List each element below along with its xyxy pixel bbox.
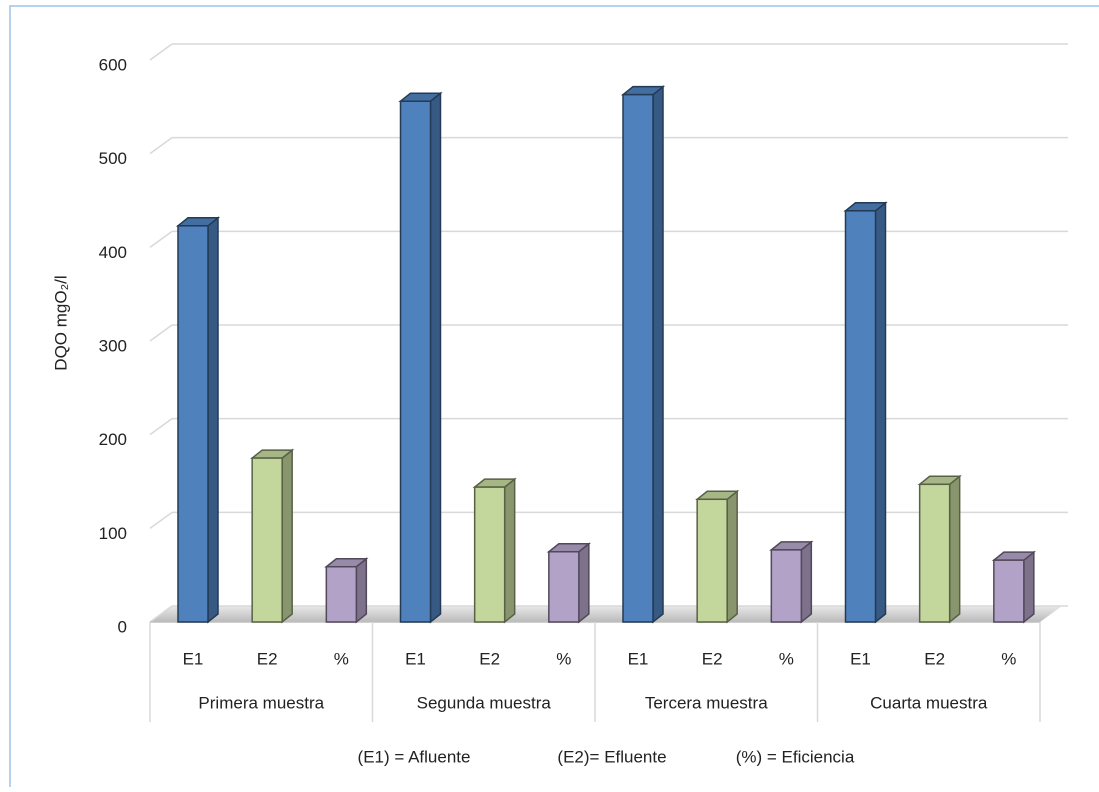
x-tick-label: E2: [924, 649, 945, 668]
x-tick-label: %: [556, 649, 571, 668]
x-tick-label: %: [334, 649, 349, 668]
bar: [473, 486, 506, 623]
bar: [622, 93, 654, 623]
bar: [399, 100, 432, 623]
y-tick-label: 0: [118, 617, 127, 636]
x-group-label: Cuarta muestra: [870, 693, 988, 712]
bar-side: [874, 201, 887, 624]
x-group-label: Segunda muestra: [417, 693, 552, 712]
bar-side: [652, 85, 664, 624]
bar: [993, 559, 1025, 623]
x-tick-label: %: [779, 649, 794, 668]
bar-side: [726, 489, 738, 624]
bar-side: [503, 477, 516, 624]
bar-side: [207, 216, 219, 624]
bar-side: [800, 540, 813, 624]
bar-side: [429, 91, 442, 624]
bar: [251, 457, 283, 623]
x-tick-label: %: [1001, 649, 1016, 668]
bar: [696, 498, 728, 623]
x-tick-label: E2: [479, 649, 500, 668]
y-axis-title: DQO mgO₂/l: [51, 275, 70, 370]
y-tick-label: 400: [99, 243, 127, 262]
bar: [325, 565, 358, 623]
floor: [150, 606, 1062, 622]
note: (E2)= Efluente: [557, 747, 666, 766]
grid-line: [149, 605, 173, 623]
x-tick-label: E2: [702, 649, 723, 668]
x-tick-label: E2: [257, 649, 278, 668]
y-tick-label: 500: [99, 149, 127, 168]
x-tick-label: E1: [183, 649, 204, 668]
bar-side: [355, 557, 368, 624]
x-tick-label: E1: [850, 649, 871, 668]
bar: [770, 549, 803, 623]
bar: [548, 551, 580, 623]
bar: [177, 225, 209, 623]
x-tick-label: E1: [628, 649, 649, 668]
bar-side: [578, 542, 590, 624]
grid-line: [149, 324, 173, 342]
grid-line: [149, 511, 173, 529]
bar-side: [281, 448, 293, 624]
y-tick-label: 600: [99, 55, 127, 74]
grid-line: [149, 137, 173, 155]
note: (E1) = Afluente: [358, 747, 471, 766]
y-tick-label: 300: [99, 336, 127, 355]
bar-side: [1023, 550, 1035, 624]
note: (%) = Eficiencia: [736, 747, 855, 766]
y-tick-label: 200: [99, 430, 127, 449]
y-tick-label: 100: [99, 524, 127, 543]
bar-side: [948, 474, 961, 624]
frame: [9, 5, 1099, 792]
x-tick-label: E1: [405, 649, 426, 668]
grid-line: [149, 230, 173, 248]
x-group-label: Tercera muestra: [645, 693, 768, 712]
x-group-label: Primera muestra: [198, 693, 324, 712]
bar: [918, 483, 951, 623]
bar: [844, 210, 877, 623]
grid-line: [149, 43, 173, 61]
grid-line: [149, 418, 173, 436]
